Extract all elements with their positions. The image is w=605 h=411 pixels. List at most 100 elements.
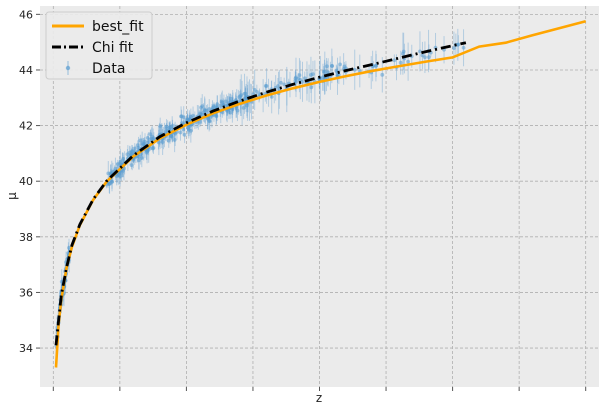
data-point [172, 138, 177, 142]
data-point [269, 94, 274, 99]
data-point [230, 107, 235, 112]
y-tick-label: 42 [19, 120, 33, 133]
data-point [342, 64, 347, 69]
data-point [107, 182, 112, 186]
data-point [67, 245, 71, 250]
data-point [293, 79, 298, 83]
data-point [167, 125, 172, 130]
data-point [338, 62, 342, 67]
data-point [263, 84, 268, 88]
data-point [200, 104, 205, 109]
y-axis-label: μ [5, 192, 19, 200]
data-point [461, 45, 466, 50]
data-point [294, 75, 298, 80]
data-point [136, 145, 141, 150]
legend-best-fit-label: best_fit [92, 19, 144, 35]
data-point [309, 85, 314, 90]
data-point [178, 130, 183, 135]
data-point [197, 119, 202, 124]
data-point [106, 171, 111, 176]
data-point [121, 156, 126, 161]
data-point [132, 146, 137, 151]
data-point [116, 173, 121, 177]
data-point [207, 118, 212, 123]
data-point [298, 78, 303, 82]
data-point [223, 99, 228, 104]
legend-box [45, 11, 153, 80]
data-point [321, 69, 326, 74]
data-point [110, 180, 114, 184]
data-point [329, 63, 334, 68]
data-point [170, 134, 175, 139]
data-point [164, 124, 169, 129]
data-point [309, 73, 313, 77]
data-point [252, 87, 257, 92]
data-point [166, 138, 171, 143]
data-point [420, 53, 425, 58]
data-point [207, 107, 212, 111]
data-point [276, 84, 280, 88]
data-point [204, 108, 209, 113]
data-point [392, 58, 397, 63]
data-point [241, 105, 246, 110]
data-point [158, 124, 163, 128]
data-point [334, 68, 339, 73]
legend-chi-fit-label: Chi fit [92, 40, 134, 56]
data-point [228, 110, 233, 115]
legend: best_fit Chi fit Data [45, 11, 153, 80]
data-point [170, 123, 175, 128]
data-point [282, 82, 287, 87]
data-point [418, 49, 422, 54]
data-point [335, 73, 340, 78]
series-lines [54, 20, 587, 368]
legend-data-swatch-dot [65, 65, 71, 71]
data-point [279, 80, 283, 85]
y-tick-label: 40 [19, 175, 33, 188]
data-point [186, 127, 191, 132]
data-point [239, 93, 244, 98]
data-point [160, 140, 165, 144]
data-point [163, 129, 168, 134]
data-point [129, 163, 134, 168]
y-tick-label: 44 [19, 64, 33, 77]
data-point [427, 55, 431, 60]
data-point [218, 103, 223, 108]
y-tick-label: 38 [19, 231, 33, 244]
data-point [380, 72, 385, 77]
data-point [212, 105, 216, 109]
data-point [113, 166, 118, 171]
data-point [191, 113, 195, 118]
chi-fit-line [54, 41, 467, 346]
data-point [257, 92, 262, 97]
grid [40, 6, 599, 387]
data-point [182, 132, 187, 137]
data-point [151, 145, 156, 150]
y-tick-label: 34 [19, 342, 33, 355]
y-tick-label: 36 [19, 286, 33, 299]
data-point [118, 159, 123, 164]
data-point [242, 91, 247, 96]
data-point [245, 103, 249, 108]
data-point [297, 73, 302, 78]
data-point [148, 137, 153, 142]
data-point [139, 156, 144, 160]
data-point [235, 108, 240, 113]
data-point [302, 76, 307, 81]
data-point [156, 140, 161, 145]
y-axis-ticks: 34 36 38 40 42 44 46 [19, 8, 40, 355]
data-point [137, 158, 141, 163]
data-point [115, 162, 120, 166]
data-point [144, 150, 149, 155]
data-point [398, 60, 403, 65]
data-point [145, 136, 150, 140]
data-point [181, 127, 186, 132]
data-point [406, 59, 411, 64]
data-point [215, 102, 220, 107]
legend-data-label: Data [92, 61, 125, 77]
x-axis-label: z [316, 391, 322, 405]
data-point [452, 46, 456, 51]
data-point [325, 64, 329, 69]
data-point [400, 51, 405, 56]
data-point [228, 96, 233, 101]
